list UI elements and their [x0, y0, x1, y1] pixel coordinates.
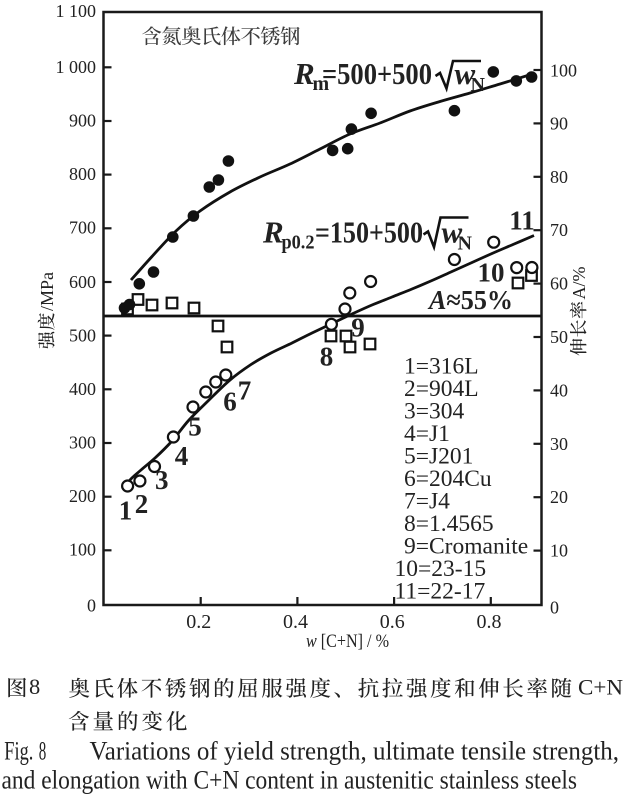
- svg-text:300: 300: [69, 433, 96, 453]
- svg-text:1: 1: [119, 496, 133, 526]
- svg-text:8: 8: [29, 674, 40, 699]
- svg-text:200: 200: [69, 486, 96, 506]
- svg-text:=500+500: =500+500: [322, 56, 432, 91]
- svg-text:7=J4: 7=J4: [404, 488, 450, 514]
- svg-text:100: 100: [550, 60, 577, 80]
- svg-text:0.2: 0.2: [186, 611, 211, 633]
- svg-text:C+N: C+N: [578, 675, 623, 700]
- svg-text:1=316L: 1=316L: [404, 353, 479, 379]
- svg-text:m: m: [313, 73, 330, 95]
- svg-text:4: 4: [175, 441, 189, 471]
- svg-text:5=J201: 5=J201: [404, 443, 473, 469]
- svg-text:N: N: [471, 74, 486, 96]
- svg-text:Fig.: Fig.: [4, 737, 33, 766]
- svg-text:60: 60: [550, 274, 568, 294]
- svg-text:400: 400: [69, 379, 96, 399]
- svg-text:4=J1: 4=J1: [404, 421, 450, 447]
- svg-text:Variations of yield strength,: Variations of yield strength, ultimate t…: [90, 737, 620, 766]
- svg-text:0.4: 0.4: [283, 611, 308, 633]
- svg-text:90: 90: [550, 113, 568, 133]
- svg-text:10: 10: [478, 258, 505, 288]
- svg-text:0.6: 0.6: [380, 611, 405, 633]
- svg-text:A/%: A/%: [569, 267, 589, 300]
- svg-text:10=23-15: 10=23-15: [395, 556, 487, 582]
- svg-text:5: 5: [188, 412, 202, 442]
- svg-text:500: 500: [69, 326, 96, 346]
- svg-text:8=1.4565: 8=1.4565: [404, 511, 494, 537]
- svg-text:100: 100: [69, 540, 96, 560]
- svg-text:11=22-17: 11=22-17: [395, 578, 486, 604]
- svg-text:11: 11: [509, 206, 535, 236]
- svg-text:2: 2: [135, 489, 149, 519]
- svg-text:N: N: [458, 233, 473, 255]
- svg-text:70: 70: [550, 220, 568, 240]
- svg-text:6: 6: [223, 387, 237, 417]
- svg-text:10: 10: [550, 541, 568, 561]
- svg-text:R: R: [293, 56, 315, 91]
- svg-text:0: 0: [550, 598, 559, 618]
- svg-text:0.8: 0.8: [477, 611, 502, 633]
- svg-text:50: 50: [550, 327, 568, 347]
- svg-text:/MPa: /MPa: [37, 272, 57, 311]
- svg-text:30: 30: [550, 434, 568, 454]
- svg-text:6=204Cu: 6=204Cu: [404, 466, 492, 492]
- svg-text:and elongation with C+N conten: and elongation with C+N content in auste…: [2, 766, 578, 795]
- svg-text:1 000: 1 000: [56, 57, 97, 77]
- svg-text:800: 800: [69, 164, 96, 184]
- svg-text:8: 8: [39, 737, 47, 766]
- svg-text:1 100: 1 100: [56, 1, 97, 21]
- svg-text:900: 900: [69, 111, 96, 131]
- svg-text:p0.2: p0.2: [282, 232, 315, 254]
- svg-text:40: 40: [550, 380, 568, 400]
- svg-text:80: 80: [550, 167, 568, 187]
- svg-text:R: R: [262, 215, 284, 250]
- svg-text:600: 600: [69, 272, 96, 292]
- svg-text:7: 7: [238, 376, 252, 406]
- svg-text:9: 9: [351, 313, 365, 343]
- svg-text:A≈55%: A≈55%: [427, 285, 513, 315]
- svg-text:=150+500: =150+500: [315, 215, 423, 250]
- svg-text:3=304: 3=304: [404, 398, 465, 424]
- svg-text:w: w: [455, 56, 476, 91]
- svg-text:8: 8: [320, 342, 334, 372]
- svg-text:3: 3: [155, 465, 169, 495]
- svg-text:9=Cromanite: 9=Cromanite: [404, 533, 528, 559]
- svg-text:20: 20: [550, 487, 568, 507]
- svg-text:2=904L: 2=904L: [404, 376, 479, 402]
- svg-text:0: 0: [87, 596, 96, 616]
- svg-text:700: 700: [69, 218, 96, 238]
- svg-text:w [C+N] / %: w [C+N] / %: [306, 631, 389, 652]
- svg-text:w: w: [442, 215, 463, 250]
